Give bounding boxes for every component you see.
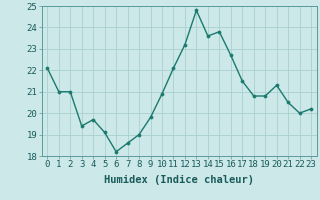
X-axis label: Humidex (Indice chaleur): Humidex (Indice chaleur) (104, 175, 254, 185)
